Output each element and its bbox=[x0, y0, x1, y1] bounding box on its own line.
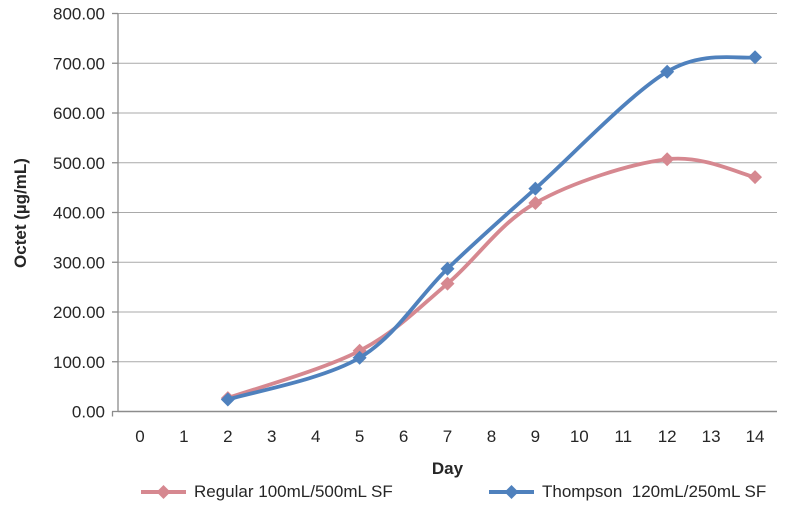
series-1-marker-icon bbox=[748, 50, 763, 65]
y-tick-label: 700.00 bbox=[53, 54, 105, 73]
x-tick-label: 5 bbox=[355, 427, 364, 446]
series-1-marker-icon bbox=[660, 64, 675, 79]
y-tick-label: 200.00 bbox=[53, 303, 105, 322]
series-0-marker-icon bbox=[528, 196, 543, 211]
series-line-1 bbox=[225, 55, 757, 402]
x-tick-label: 1 bbox=[179, 427, 188, 446]
legend: Regular 100mL/500mL SF Thompson 120mL/250… bbox=[0, 482, 800, 508]
y-tick-label: 600.00 bbox=[53, 104, 105, 123]
series-0-marker-icon bbox=[440, 276, 455, 291]
x-tick-label: 14 bbox=[746, 427, 765, 446]
y-tick-label: 100.00 bbox=[53, 353, 105, 372]
y-tick-label: 0.00 bbox=[72, 403, 105, 422]
x-tick-label: 7 bbox=[443, 427, 452, 446]
series-1-marker-icon bbox=[528, 181, 543, 196]
series-1-marker-icon bbox=[440, 261, 455, 276]
y-tick-label: 400.00 bbox=[53, 204, 105, 223]
x-tick-label: 4 bbox=[311, 427, 320, 446]
y-tick-label: 300.00 bbox=[53, 253, 105, 272]
x-tick-label: 2 bbox=[223, 427, 232, 446]
y-tick-label: 500.00 bbox=[53, 154, 105, 173]
series-0-marker-icon bbox=[748, 170, 763, 185]
x-tick-label: 3 bbox=[267, 427, 276, 446]
legend-label: Thompson 120mL/250mL SF bbox=[542, 482, 767, 501]
series-0-marker-icon bbox=[660, 152, 675, 167]
legend-marker-icon bbox=[141, 485, 186, 499]
series-1-marker-icon bbox=[352, 350, 367, 365]
legend-marker-icon bbox=[489, 485, 534, 499]
x-tick-label: 11 bbox=[614, 427, 632, 446]
x-tick-label: 12 bbox=[658, 427, 677, 446]
legend-label: Regular 100mL/500mL SF bbox=[194, 482, 393, 501]
x-tick-label: 9 bbox=[531, 427, 540, 446]
x-tick-label: 8 bbox=[487, 427, 496, 446]
legend-item-1[interactable]: Thompson 120mL/250mL SF bbox=[488, 482, 766, 502]
y-axis-title: Octet (µg/mL) bbox=[11, 158, 30, 268]
x-tick-label: 13 bbox=[702, 427, 721, 446]
x-tick-label: 10 bbox=[570, 427, 589, 446]
x-tick-label: 6 bbox=[399, 427, 408, 446]
y-tick-label: 800.00 bbox=[53, 5, 105, 24]
legend-item-0[interactable]: Regular 100mL/500mL SF bbox=[140, 482, 393, 502]
x-axis-title: Day bbox=[431, 459, 464, 478]
x-tick-label: 0 bbox=[135, 427, 144, 446]
series-1-marker-icon bbox=[220, 392, 235, 407]
